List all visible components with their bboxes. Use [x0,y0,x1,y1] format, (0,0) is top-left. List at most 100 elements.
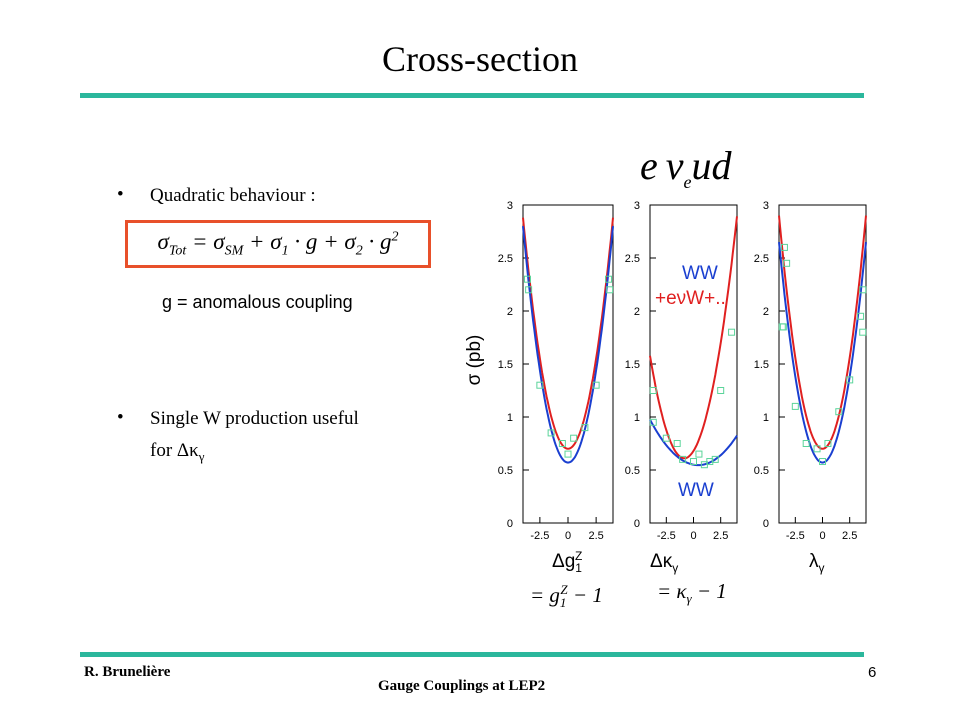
legend-ww-bottom: WW [678,480,714,501]
bullet-quadratic: Quadratic behaviour : [150,185,316,206]
x-tick-label: 2.5 [588,530,603,542]
chart-title: e νeud [640,143,732,192]
xlabel-lambda: λγ [809,551,825,575]
y-tick-label: 2.5 [754,253,769,265]
data-marker [778,323,786,331]
data-marker [605,275,612,283]
data-marker [606,286,614,294]
y-tick-label: 2 [634,306,640,318]
x-tick-label: 2.5 [842,530,857,542]
series-line-1 [649,419,738,467]
x-tick-label: -2.5 [657,530,676,542]
y-tick-label: 3 [763,200,769,212]
footer-author: R. Brunelière [84,664,171,680]
y-tick-label: 1 [507,412,513,424]
x-tick-label: -2.5 [786,530,805,542]
y-tick-label: 2.5 [498,253,513,265]
series-line-0 [522,217,614,450]
series-line-0 [778,215,867,450]
data-marker [525,286,533,294]
panel-frame-1 [649,204,738,524]
equation-kappa: = κγ − 1 [657,579,727,607]
data-marker [700,461,708,469]
data-marker [706,458,714,466]
data-marker [835,408,843,416]
data-marker [673,440,681,447]
formula-text: σTot = σSM + σ1 · g + σ2 · g2 [157,228,399,259]
panel-frame-2 [778,204,867,524]
bottom-divider [80,652,864,657]
xlabel-dkappa: Δκγ [650,551,678,575]
series-line-0 [649,216,738,460]
legend-ww-enuw: +eνW+.. [655,288,726,309]
data-marker [711,455,719,463]
data-marker [802,440,810,447]
data-marker [649,418,657,426]
data-marker [695,450,703,458]
y-tick-label: 1.5 [625,359,640,371]
data-marker [524,275,531,283]
y-tick-label: 1 [763,412,769,424]
y-tick-label: 1 [634,412,640,424]
data-marker [779,323,787,331]
data-marker [857,312,865,320]
x-tick-label: 0 [565,530,571,542]
y-tick-label: 0 [763,518,769,530]
x-tick-label: 0 [819,530,825,542]
y-tick-label: 0.5 [498,465,513,477]
data-marker [780,243,788,251]
footer-subtitle: Gauge Couplings at LEP2 [378,678,546,694]
y-tick-label: 3 [507,200,513,212]
equation-g1z: = g1Z − 1 [530,582,603,611]
y-tick-label: 2.5 [625,253,640,265]
page-number: 6 [868,664,877,681]
data-marker [859,328,867,336]
bullet-dot-2: • [117,407,124,428]
y-tick-label: 3 [634,200,640,212]
data-marker [592,381,600,389]
data-marker [728,328,736,336]
cross-section-formula: σTot = σSM + σ1 · g + σ2 · g2 [125,220,431,268]
data-marker [824,440,832,447]
data-marker [690,458,697,466]
y-tick-label: 0 [507,518,513,530]
y-axis-label: σ (pb) [464,335,485,386]
data-marker [679,455,687,463]
y-tick-label: 2 [763,306,769,318]
data-marker [547,429,555,437]
y-tick-label: 0 [634,518,640,530]
top-divider [80,93,864,98]
y-tick-label: 0.5 [625,465,640,477]
data-marker [558,440,566,447]
y-tick-label: 2 [507,306,513,318]
y-tick-label: 1.5 [754,359,769,371]
data-marker [662,434,670,442]
data-marker [819,458,826,466]
data-marker [791,402,799,410]
panel-frame-0 [522,204,614,524]
data-marker [813,445,821,453]
data-marker [717,387,725,394]
data-marker [783,259,791,267]
data-marker [649,387,657,394]
data-marker [846,376,854,384]
y-tick-label: 0.5 [754,465,769,477]
data-marker [581,424,589,432]
y-tick-label: 1.5 [498,359,513,371]
bullet-single-w: Single W production useful [150,408,359,429]
x-tick-label: 2.5 [713,530,728,542]
slide-title: Cross-section [382,39,578,79]
bullet-dot-1: • [117,184,124,205]
x-tick-label: 0 [690,530,696,542]
series-line-1 [522,226,614,464]
bullet-single-w-cont: for Δκγ [150,440,205,464]
data-marker [859,286,867,294]
coupling-note: g = anomalous coupling [162,292,353,312]
data-marker [570,434,578,442]
data-marker [564,450,572,458]
x-tick-label: -2.5 [530,530,549,542]
data-marker [536,381,544,389]
xlabel-dg1z: Δg1Z [552,549,582,575]
legend-ww-top: WW [682,263,718,284]
